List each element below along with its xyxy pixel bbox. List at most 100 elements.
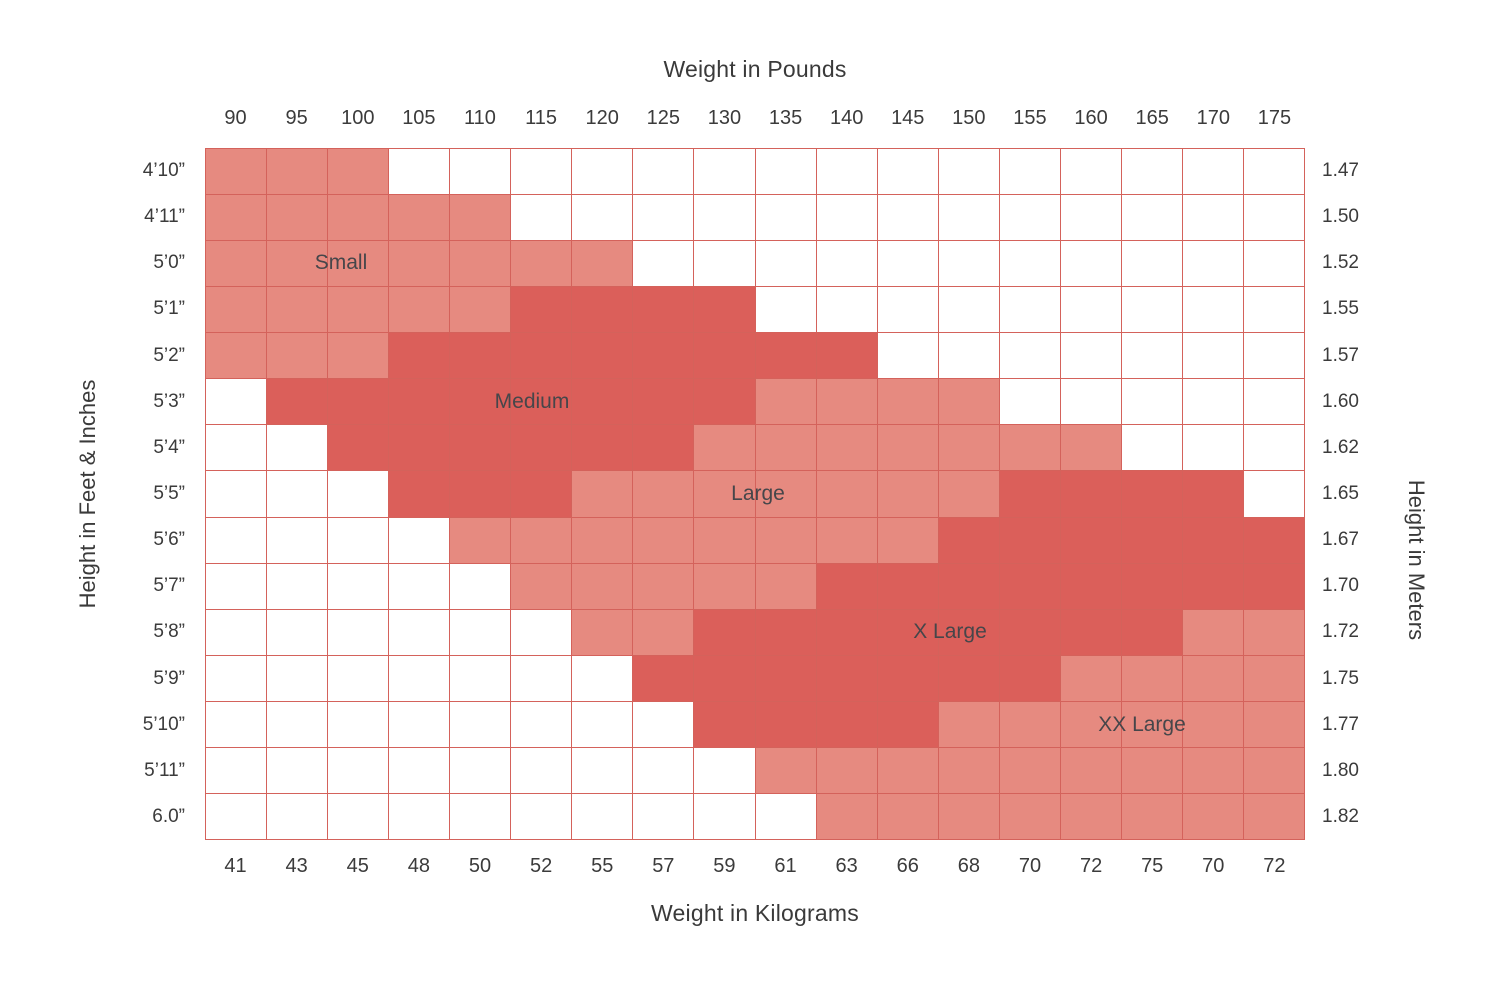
grid-cell <box>1243 563 1304 609</box>
kilograms-tick: 52 <box>529 855 553 877</box>
grid-cell <box>633 379 694 425</box>
grid-cell <box>1121 149 1182 195</box>
pounds-tick: 175 <box>1257 107 1292 129</box>
grid-cell <box>694 333 755 379</box>
grid-cell <box>1121 471 1182 517</box>
pounds-tick: 110 <box>464 107 496 129</box>
grid-cell <box>633 333 694 379</box>
grid-cell <box>572 471 633 517</box>
grid-cell <box>511 517 572 563</box>
grid-cell <box>450 379 511 425</box>
pounds-tick: 135 <box>768 107 803 129</box>
grid-cell <box>1182 655 1243 701</box>
grid-cell <box>1121 747 1182 793</box>
grid-cell <box>816 701 877 747</box>
feet-inches-tick: 5’10” <box>142 713 185 735</box>
grid-cell <box>572 701 633 747</box>
grid-cell <box>999 793 1060 839</box>
grid-cell <box>511 287 572 333</box>
top-axis-title: Weight in Pounds <box>663 56 847 82</box>
grid-cell <box>1182 609 1243 655</box>
kilograms-tick-labels: 41 43 45 48 50 52 55 57 59 61 63 66 68 70 72 75 70 72 <box>205 848 1305 884</box>
grid-cell <box>938 149 999 195</box>
kilograms-tick: 72 <box>1263 855 1286 877</box>
grid-cell <box>206 471 267 517</box>
grid-cell <box>877 379 938 425</box>
grid-cell <box>877 701 938 747</box>
grid-cell <box>633 471 694 517</box>
grid-cell <box>1060 425 1121 471</box>
grid-cell <box>816 517 877 563</box>
grid-cell <box>694 471 755 517</box>
grid-cell <box>267 471 328 517</box>
grid-cell <box>389 517 450 563</box>
grid-cell <box>877 241 938 287</box>
grid-cell <box>877 425 938 471</box>
grid-cell <box>633 747 694 793</box>
grid-cell <box>511 333 572 379</box>
grid-cell <box>938 333 999 379</box>
grid-cell <box>389 287 450 333</box>
feet-inches-tick: 5’8” <box>153 621 185 643</box>
grid-cell <box>572 793 633 839</box>
kilograms-tick: 68 <box>957 855 980 877</box>
grid-cell <box>755 471 816 517</box>
grid-cell <box>1182 379 1243 425</box>
grid-cell <box>328 287 389 333</box>
grid-cell <box>267 517 328 563</box>
grid-cell <box>206 655 267 701</box>
grid-cell <box>877 793 938 839</box>
grid-cell <box>755 517 816 563</box>
grid-cell <box>450 609 511 655</box>
pounds-tick: 165 <box>1135 107 1169 129</box>
grid-cell <box>694 563 755 609</box>
grid-cell <box>267 287 328 333</box>
grid-cell <box>1243 425 1304 471</box>
grid-cell <box>633 655 694 701</box>
grid-cell <box>328 195 389 241</box>
grid-cell <box>1182 287 1243 333</box>
feet-inches-tick: 5’6” <box>153 529 185 551</box>
grid-cell <box>1060 149 1121 195</box>
grid-cell <box>1121 379 1182 425</box>
grid-cell <box>572 287 633 333</box>
pounds-tick: 150 <box>952 107 986 129</box>
meters-tick: 1.57 <box>1322 344 1359 366</box>
grid-cell <box>267 149 328 195</box>
grid-cell <box>450 195 511 241</box>
grid-cell <box>694 241 755 287</box>
grid-cell <box>1182 149 1243 195</box>
grid-cell <box>267 379 328 425</box>
pounds-tick: 125 <box>646 107 680 129</box>
grid-cell <box>328 655 389 701</box>
grid-cell <box>633 425 694 471</box>
grid-cell <box>1060 563 1121 609</box>
grid-cell <box>511 241 572 287</box>
grid-cell <box>938 241 999 287</box>
grid-cell <box>206 195 267 241</box>
grid-cell <box>1182 195 1243 241</box>
grid-cell <box>1121 793 1182 839</box>
grid-cell <box>267 195 328 241</box>
grid-cell <box>877 195 938 241</box>
grid-cell <box>938 701 999 747</box>
grid-cell <box>1121 333 1182 379</box>
pounds-tick: 100 <box>341 107 375 129</box>
kilograms-tick: 55 <box>591 855 614 877</box>
kilograms-tick: 70 <box>1202 855 1225 877</box>
feet-inches-tick-labels: 4’10” 4’11” 5’0” 5’1” 5’2” 5’3” 5’4” 5’5” 5’6” 5’… <box>0 148 185 840</box>
grid-cell <box>206 609 267 655</box>
grid-cell <box>1060 471 1121 517</box>
grid-cell <box>999 517 1060 563</box>
grid-cell <box>633 517 694 563</box>
grid-cell <box>328 425 389 471</box>
grid-cell <box>572 655 633 701</box>
feet-inches-tick: 5’4” <box>153 436 185 458</box>
grid-cell <box>572 425 633 471</box>
grid-cell <box>755 425 816 471</box>
grid-cell <box>633 287 694 333</box>
grid-cell <box>450 333 511 379</box>
grid-cell <box>206 149 267 195</box>
grid-cell <box>511 471 572 517</box>
kilograms-tick: 61 <box>774 855 797 877</box>
